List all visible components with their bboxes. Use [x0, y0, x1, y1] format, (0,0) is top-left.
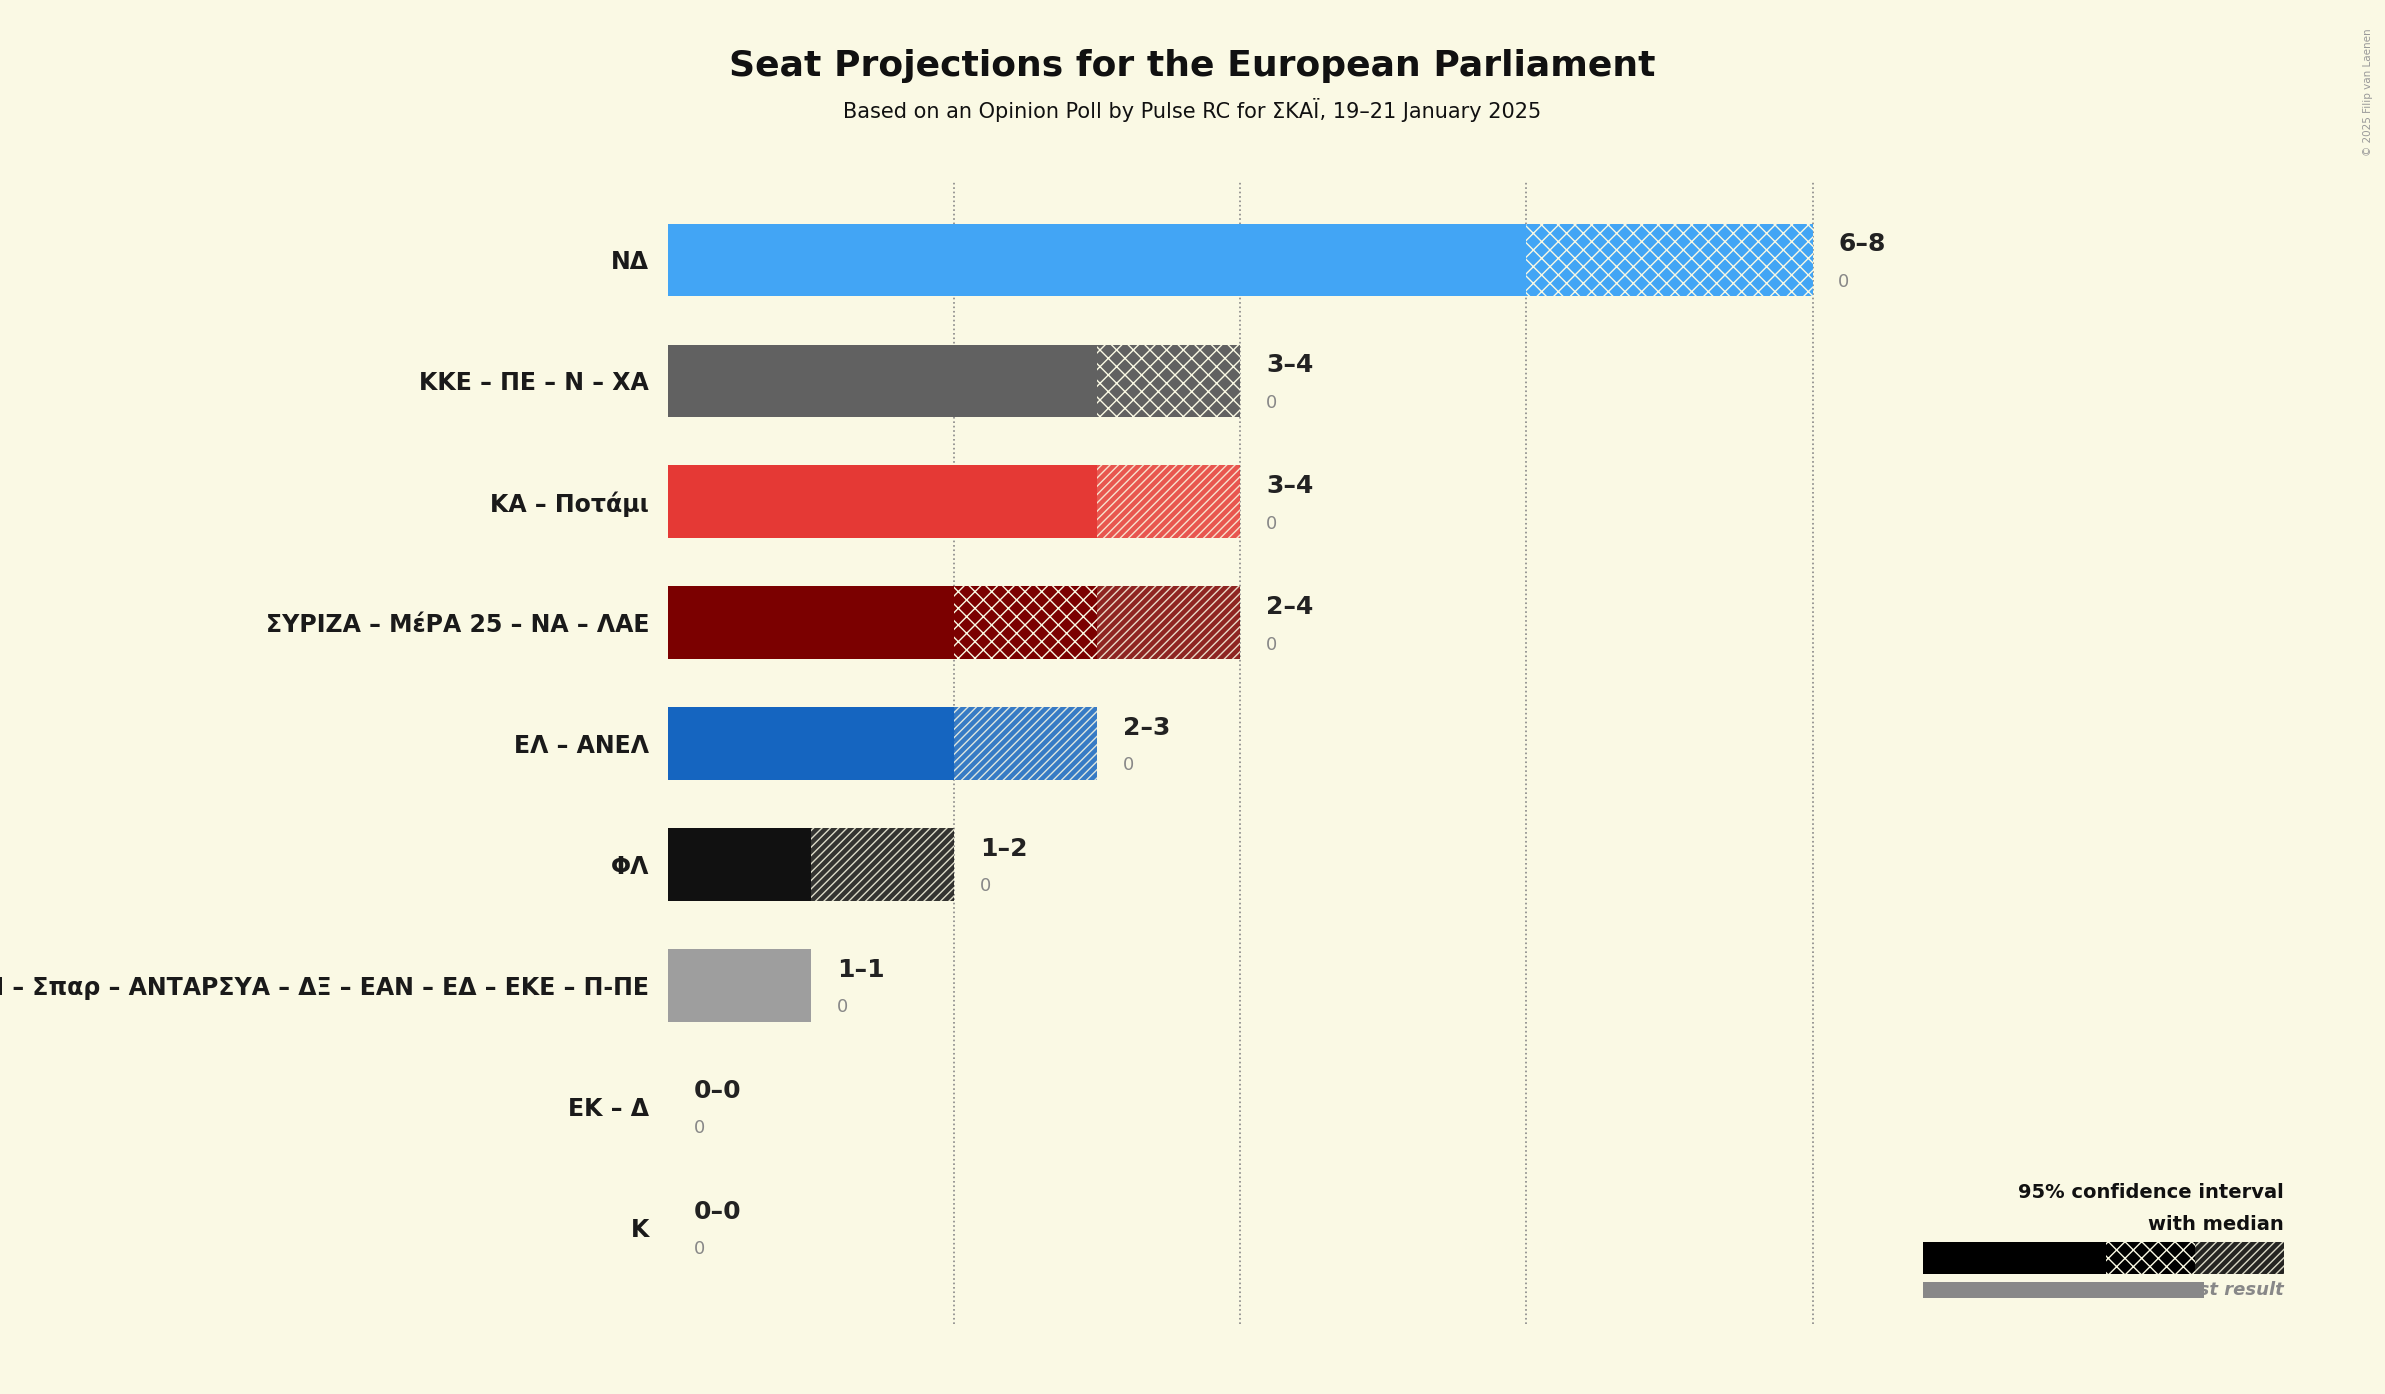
Bar	[1097, 344, 1240, 417]
Text: Seat Projections for the European Parliament: Seat Projections for the European Parlia…	[730, 49, 1655, 82]
Text: 0: 0	[980, 877, 992, 895]
Text: 0–0: 0–0	[694, 1079, 742, 1103]
Text: 3–4: 3–4	[1266, 474, 1314, 498]
Text: © 2025 Filip van Laenen: © 2025 Filip van Laenen	[2364, 28, 2373, 156]
Text: 0: 0	[1123, 757, 1135, 775]
Text: 0: 0	[1266, 636, 1278, 654]
Text: 0: 0	[1839, 273, 1851, 290]
Text: 2–3: 2–3	[1123, 717, 1171, 740]
Bar	[668, 707, 954, 781]
Text: 1–2: 1–2	[980, 836, 1028, 861]
Text: 2–4: 2–4	[1266, 595, 1314, 619]
Bar	[668, 828, 811, 901]
Bar	[668, 949, 811, 1022]
Bar	[1526, 223, 1813, 296]
Bar	[668, 466, 1097, 538]
Text: 0: 0	[694, 1241, 706, 1259]
Bar	[954, 587, 1097, 659]
Bar	[1097, 587, 1240, 659]
Text: 0: 0	[1266, 514, 1278, 533]
Bar	[668, 223, 1526, 296]
Text: with median: with median	[2149, 1214, 2285, 1234]
Text: 3–4: 3–4	[1266, 353, 1314, 378]
Bar	[668, 344, 1097, 417]
Text: 0–0: 0–0	[694, 1200, 742, 1224]
Text: 0: 0	[694, 1119, 706, 1138]
Text: Based on an Opinion Poll by Pulse RC for ΣΚΑΪ, 19–21 January 2025: Based on an Opinion Poll by Pulse RC for…	[844, 98, 1541, 121]
Bar	[1097, 466, 1240, 538]
Text: 0: 0	[837, 998, 849, 1016]
Bar	[2106, 1242, 2194, 1274]
Bar	[1922, 1282, 2204, 1298]
Text: 6–8: 6–8	[1839, 233, 1887, 256]
Text: 95% confidence interval: 95% confidence interval	[2018, 1182, 2285, 1202]
Text: 0: 0	[1266, 393, 1278, 411]
Bar	[954, 707, 1097, 781]
Bar	[668, 587, 954, 659]
Text: 1–1: 1–1	[837, 958, 885, 981]
Bar	[811, 828, 954, 901]
Bar	[2194, 1242, 2285, 1274]
Text: Last result: Last result	[2175, 1281, 2285, 1299]
Bar	[1922, 1242, 2106, 1274]
